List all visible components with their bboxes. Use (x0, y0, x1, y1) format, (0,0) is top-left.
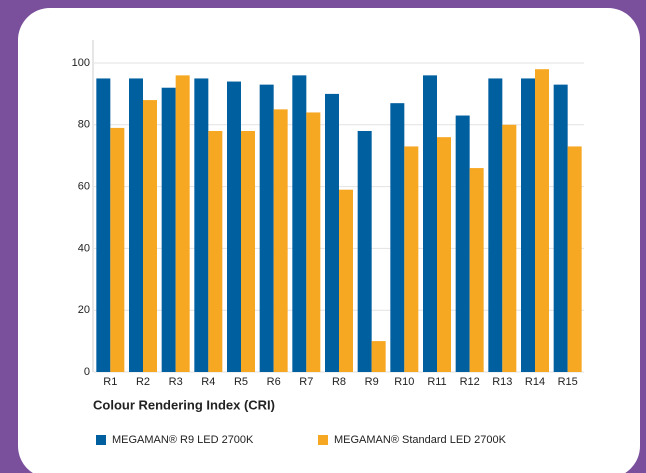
x-tick-label: R9 (365, 376, 379, 388)
x-tick-label: R1 (103, 376, 117, 388)
x-tick-label: R8 (332, 376, 346, 388)
legend-swatch (96, 435, 106, 445)
bar (390, 103, 405, 373)
x-tick-label: R13 (492, 376, 512, 388)
y-tick-label: 80 (78, 119, 90, 131)
bar (488, 78, 503, 372)
bar (325, 93, 339, 373)
bar (143, 100, 157, 372)
legend-label: MEGAMAN® Standard LED 2700K (334, 434, 507, 446)
y-tick-label: 60 (78, 181, 90, 193)
y-tick-label: 0 (84, 366, 90, 378)
bar (404, 146, 419, 372)
bar (241, 130, 255, 372)
x-tick-label: R3 (169, 376, 183, 388)
bar (208, 130, 223, 372)
bar (96, 78, 111, 372)
bar (161, 87, 176, 372)
bar (437, 137, 451, 372)
y-tick-label: 20 (78, 304, 90, 316)
bar (535, 69, 549, 373)
bar (521, 78, 535, 372)
bar (194, 78, 209, 372)
x-tick-label: R2 (136, 376, 150, 388)
bar (357, 130, 372, 372)
bar (423, 75, 437, 373)
bar (371, 341, 386, 372)
bar (129, 78, 143, 372)
x-axis-title: Colour Rendering Index (CRI) (93, 397, 275, 412)
legend-swatch (318, 435, 328, 445)
x-tick-label: R12 (460, 376, 480, 388)
legend-label: MEGAMAN® R9 LED 2700K (112, 434, 254, 446)
bar (292, 75, 307, 373)
y-tick-label: 100 (72, 57, 90, 69)
x-tick-label: R15 (558, 376, 578, 388)
bar (175, 75, 190, 373)
bar (553, 84, 568, 372)
bar (455, 115, 470, 372)
bar (339, 189, 353, 372)
bar (469, 168, 484, 372)
x-tick-label: R14 (525, 376, 545, 388)
bar (273, 109, 288, 372)
x-tick-label: R6 (267, 376, 281, 388)
bar (502, 124, 517, 372)
bar (110, 127, 125, 372)
x-tick-label: R5 (234, 376, 248, 388)
x-tick-label: R11 (427, 376, 446, 388)
x-tick-label: R4 (201, 376, 215, 388)
y-tick-label: 40 (78, 242, 90, 254)
bar (259, 84, 274, 372)
x-tick-label: R7 (299, 376, 313, 388)
bar (567, 146, 582, 372)
bar (227, 81, 241, 372)
bar (306, 112, 321, 372)
x-tick-label: R10 (394, 376, 414, 388)
